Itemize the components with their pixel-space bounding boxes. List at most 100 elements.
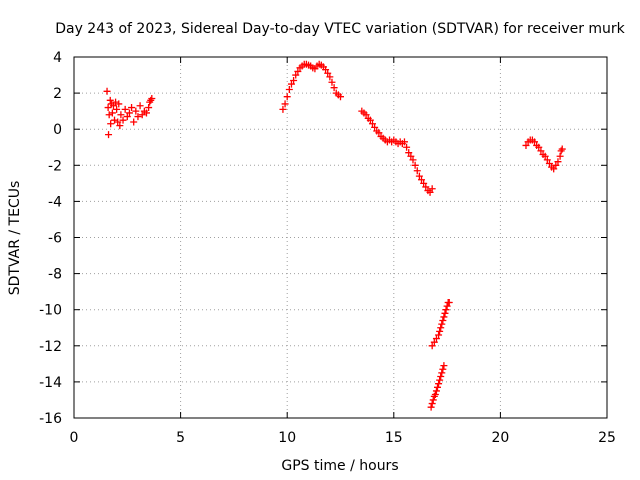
data-point	[103, 87, 111, 95]
series-segment-6	[522, 136, 566, 173]
x-tick-label: 25	[598, 430, 616, 446]
data-point	[439, 317, 447, 325]
data-point	[117, 111, 125, 119]
data-point	[422, 183, 430, 191]
data-point	[537, 147, 545, 155]
series-segment-4	[428, 298, 453, 350]
data-point	[426, 188, 434, 196]
data-points-layer	[103, 60, 566, 411]
data-point	[437, 324, 445, 332]
x-tick-label: 5	[176, 430, 185, 446]
data-point	[405, 149, 413, 157]
data-point	[362, 111, 370, 119]
data-point	[543, 156, 551, 164]
data-point	[439, 365, 447, 373]
data-point	[545, 159, 553, 167]
data-point	[113, 105, 121, 113]
data-point	[116, 122, 124, 130]
data-point	[432, 335, 440, 343]
data-point	[104, 104, 112, 112]
y-tick-label: 2	[53, 86, 62, 102]
grid-layer	[74, 57, 607, 418]
data-point	[522, 141, 530, 149]
data-point	[418, 176, 426, 184]
data-point	[552, 161, 560, 169]
data-point	[108, 109, 116, 117]
data-point	[105, 131, 113, 139]
series-segment-5	[427, 362, 448, 411]
data-point	[434, 383, 442, 391]
data-point	[438, 369, 446, 377]
data-point	[138, 111, 146, 119]
data-point	[441, 309, 449, 317]
data-point	[322, 66, 330, 74]
y-tick-label: -10	[39, 303, 62, 319]
data-point	[432, 387, 440, 395]
data-point	[279, 105, 287, 113]
data-point	[123, 113, 131, 121]
data-point	[107, 120, 115, 128]
data-point	[281, 100, 289, 108]
data-point	[290, 76, 298, 84]
y-tick-label: -16	[39, 411, 62, 427]
data-point	[403, 143, 411, 151]
data-point	[427, 403, 435, 411]
data-point	[445, 298, 453, 306]
y-tick-label: -2	[48, 158, 62, 174]
data-point	[283, 93, 291, 101]
data-point	[541, 152, 549, 160]
data-point	[413, 167, 421, 175]
data-point	[436, 376, 444, 384]
data-point	[134, 113, 142, 121]
data-point	[440, 313, 448, 321]
data-point	[294, 67, 302, 75]
data-point	[114, 118, 122, 126]
y-tick-label: 4	[53, 50, 62, 66]
chart-title: Day 243 of 2023, Sidereal Day-to-day VTE…	[55, 21, 625, 37]
y-axis-title: SDTVAR / TECUs	[7, 181, 23, 296]
data-point	[428, 400, 436, 408]
data-point	[531, 138, 539, 146]
data-point	[330, 84, 338, 92]
data-point	[535, 143, 543, 151]
data-point	[438, 320, 446, 328]
y-tick-label: -14	[39, 375, 62, 391]
data-point	[437, 372, 445, 380]
data-point	[366, 116, 374, 124]
data-point	[368, 120, 376, 128]
x-tick-label: 20	[491, 430, 509, 446]
data-point	[371, 123, 379, 131]
data-point	[442, 306, 450, 314]
y-tick-label: -12	[39, 339, 62, 355]
data-point	[400, 138, 408, 146]
x-tick-label: 0	[70, 430, 79, 446]
x-tick-label: 10	[278, 430, 296, 446]
plot-frame	[73, 56, 608, 419]
data-point	[115, 100, 123, 108]
data-point	[109, 102, 117, 110]
data-point	[409, 156, 417, 164]
data-point	[415, 172, 423, 180]
data-point	[558, 145, 566, 153]
data-point	[132, 107, 140, 115]
data-point	[326, 73, 334, 81]
data-point	[435, 380, 443, 388]
data-point	[337, 93, 344, 101]
data-point	[420, 179, 428, 187]
data-point	[130, 118, 138, 126]
x-tick-label: 15	[385, 430, 403, 446]
data-point	[328, 78, 336, 86]
data-point	[287, 80, 295, 88]
y-tick-label: -8	[48, 267, 62, 283]
data-point	[429, 396, 437, 404]
data-point	[324, 69, 332, 77]
y-tick-label: -4	[48, 194, 62, 210]
data-point	[550, 165, 558, 173]
data-point	[554, 158, 562, 166]
series-segment-3	[358, 107, 436, 196]
data-point	[411, 161, 419, 169]
